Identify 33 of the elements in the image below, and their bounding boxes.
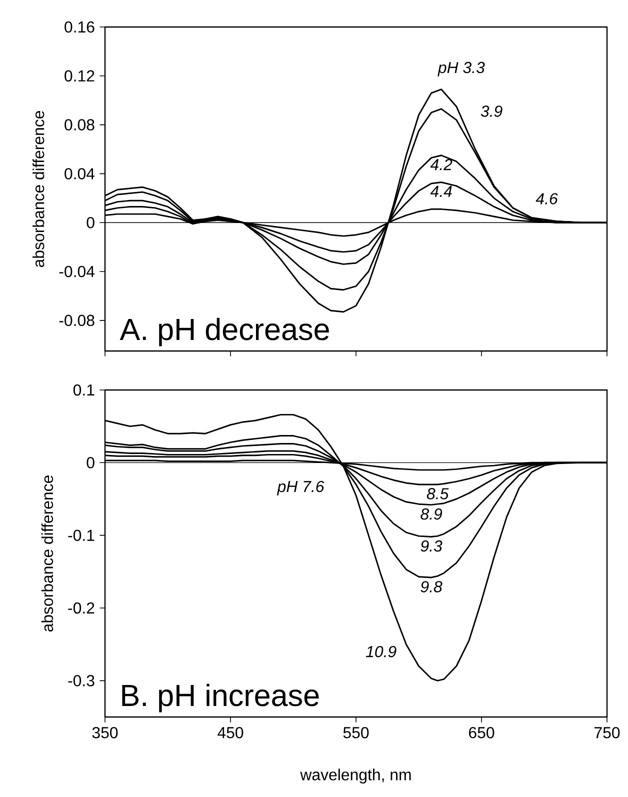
y-axis-title: absorbance difference [41,476,54,632]
x-tick-label: 450 [218,727,244,738]
y-tick-label: -0.04 [59,266,95,278]
y-tick-label: -0.2 [68,602,94,614]
text: A. pH decrease [120,318,329,346]
series-label: pH 7.6 [276,480,324,496]
x-tick-label: 750 [594,727,620,738]
series-label: 3.9 [480,106,502,117]
series-label: 10.9 [366,646,396,658]
y-tick-label: -0.1 [68,530,94,541]
y-tick-label: 0.12 [64,70,94,82]
series-label: pH 3.3 [438,62,485,76]
series-label: 9.3 [420,540,442,552]
series-label: 9.8 [420,581,442,592]
y-tick-label: 0.08 [64,119,94,130]
series-label: 4.4 [430,186,452,197]
y-tick-label: 0.04 [64,168,95,180]
series-label: 8.9 [420,508,442,520]
x-tick-label: 350 [92,727,118,738]
y-tick-label: -0.3 [68,675,94,686]
y-tick-label: -0.08 [59,314,94,326]
x-axis-title: wavelength, nm [300,768,411,784]
y-tick-label: 0.16 [64,21,94,33]
y-axis-title: absorbance difference [32,111,44,268]
x-tick-label: 550 [343,727,369,738]
y-tick-label: 0.1 [73,384,94,396]
y-tick-label: 0 [86,216,94,228]
x-tick-label: 650 [469,727,494,738]
y-tick-label: 0 [86,457,94,468]
series-label: 4.6 [536,193,558,204]
text: B. pH increase [122,684,319,712]
series-label: 8.5 [426,488,449,500]
series-label: 4.2 [430,158,452,170]
